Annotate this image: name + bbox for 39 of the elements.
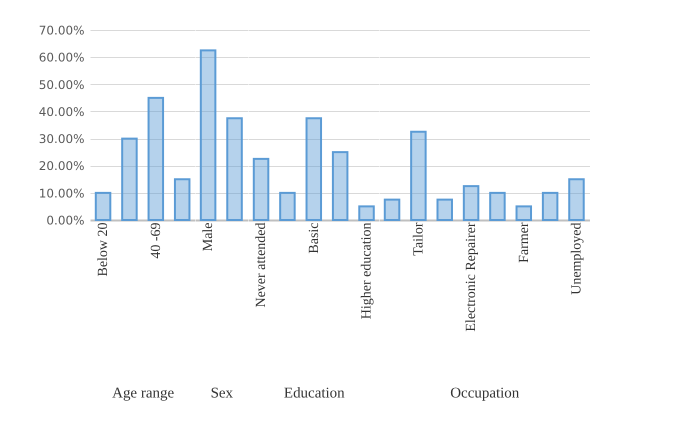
x-axis-title: Age range <box>112 385 174 402</box>
bar <box>94 192 112 221</box>
bar <box>121 138 138 221</box>
x-axis-title: Sex <box>210 385 234 402</box>
bar <box>568 178 586 221</box>
y-tick-label: 40.00% <box>38 104 84 119</box>
y-tick-label: 50.00% <box>38 78 84 92</box>
bar <box>490 192 506 221</box>
bar <box>463 185 480 221</box>
bar <box>358 205 375 221</box>
x-tick-label: Farmer <box>517 222 532 263</box>
bar <box>384 198 401 221</box>
bar <box>542 192 559 221</box>
x-axis-title: Education <box>284 386 346 402</box>
y-tick-label: 70.00% <box>38 24 84 38</box>
x-tick-label: 40 -69 <box>148 222 164 259</box>
bar <box>252 158 270 221</box>
y-tick-label: 60.00% <box>38 50 84 65</box>
bar <box>410 130 428 221</box>
bar <box>436 198 454 221</box>
x-tick-label: Never attended <box>254 222 269 308</box>
x-tick-label: Male <box>201 222 216 252</box>
x-tick-label: Basic <box>306 222 322 254</box>
x-tick-label: Higher education <box>359 222 374 320</box>
bar <box>174 178 190 221</box>
y-tick-label: 10.00% <box>38 186 84 200</box>
bar <box>148 96 164 221</box>
x-tick-label: Below 20 <box>96 222 112 276</box>
bar <box>332 151 348 221</box>
x-axis-title: Occupation <box>450 385 520 402</box>
bar <box>516 205 532 221</box>
x-tick-label: Tailor <box>412 222 427 256</box>
y-tick-label: 20.00% <box>38 159 84 174</box>
x-tick-label: Unemployed <box>570 222 585 295</box>
bar <box>305 117 322 221</box>
y-tick-label: 30.00% <box>38 132 84 146</box>
y-tick-label: 0.00% <box>46 214 84 228</box>
bar <box>279 192 296 221</box>
x-tick-label: Electronic Repairer <box>464 222 480 332</box>
